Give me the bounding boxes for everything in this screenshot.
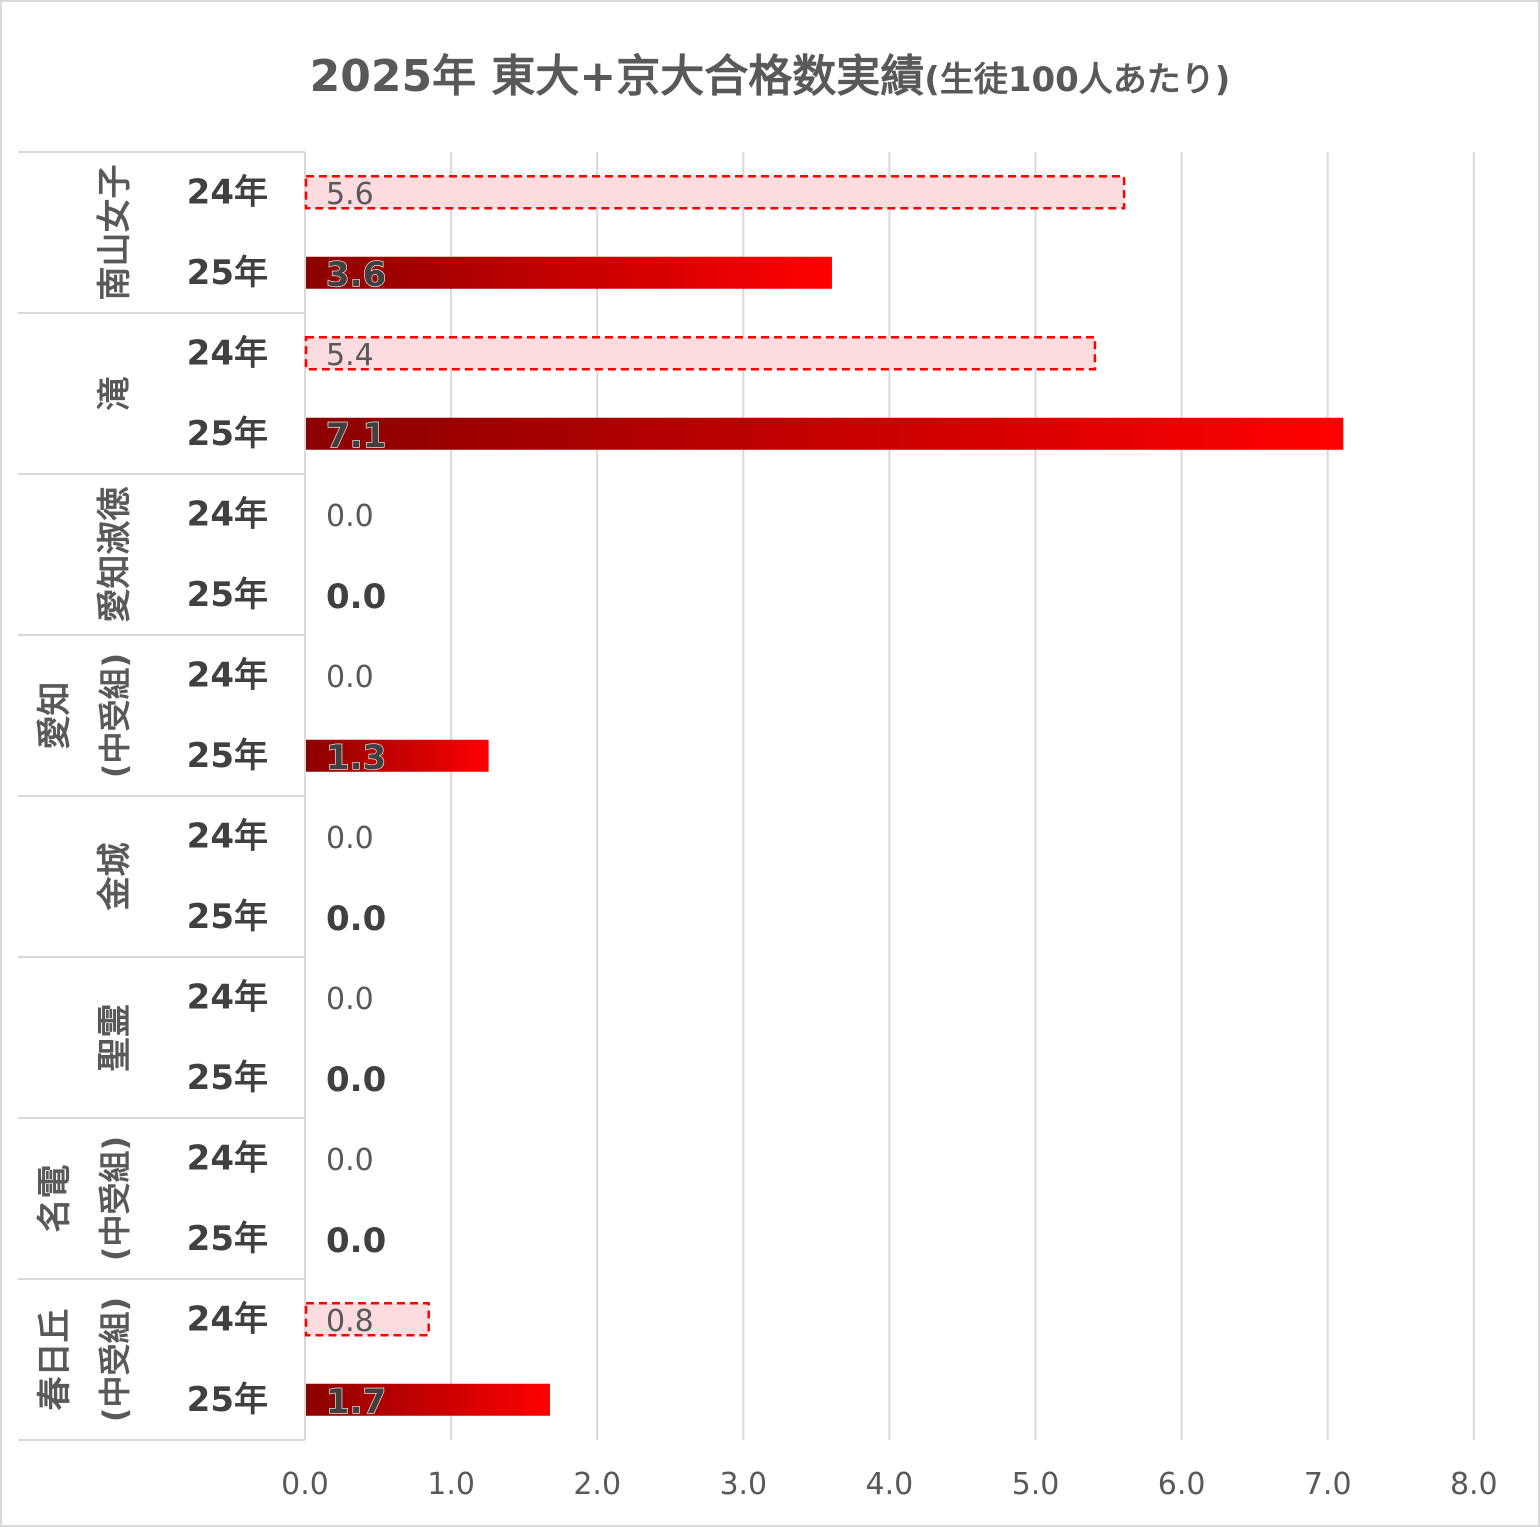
category-label: 春日丘 [35,1309,75,1411]
data-label: 0.0 [326,1143,374,1178]
row-label: 24年 [187,494,268,534]
x-tick-label: 4.0 [866,1467,914,1502]
data-label: 0.0 [326,982,374,1017]
row-label: 24年 [187,977,268,1017]
x-tick-label: 5.0 [1012,1467,1060,1502]
category-label: 聖霊 [95,1004,135,1072]
bar-2025 [306,256,832,289]
row-label: 24年 [187,1299,268,1339]
data-label: 0.0 [326,1060,386,1100]
category-label: 愛知淑徳 [95,487,135,623]
category-label: 滝 [95,377,135,411]
bar-2025 [306,1383,550,1416]
category-label: 金城 [95,843,135,912]
row-label: 25年 [187,1380,268,1420]
x-tick-label: 7.0 [1304,1467,1352,1502]
row-label: 24年 [187,816,268,856]
data-label: 5.6 [326,177,374,212]
data-label: 5.4 [326,338,374,373]
x-tick-label: 1.0 [427,1467,475,1502]
chart-title: 2025年 東大+京大合格数実績(生徒100人あたり) [0,40,1540,104]
bar-2025 [306,739,489,772]
x-tick-label: 2.0 [573,1467,621,1502]
data-label: 7.1 [326,416,386,456]
data-label: 1.7 [326,1382,386,1422]
chart-title-main: 2025年 東大+京大合格数実績 [309,51,925,102]
bar-2024 [304,336,1097,371]
row-label: 25年 [187,575,268,615]
row-label: 25年 [187,736,268,776]
bar-2024 [304,175,1126,210]
data-label: 0.0 [326,577,386,617]
row-label: 25年 [187,1219,268,1259]
row-label: 24年 [187,172,268,212]
row-label: 25年 [187,414,268,454]
category-label: (中受組) [96,653,134,778]
data-label: 0.0 [326,1221,386,1261]
bar-2025 [306,417,1344,450]
x-tick-label: 3.0 [719,1467,767,1502]
category-label: (中受組) [96,1136,134,1261]
chart-subtitle: (生徒100人あたり) [924,60,1231,100]
data-label: 0.0 [326,821,374,856]
data-label: 0.8 [326,1304,374,1339]
category-label: 名電 [35,1165,75,1233]
row-label: 25年 [187,1058,268,1098]
data-label: 1.3 [326,738,386,778]
x-tick-label: 8.0 [1450,1467,1498,1502]
row-label: 25年 [187,253,268,293]
category-label: (中受組) [96,1297,134,1422]
data-label: 0.0 [326,899,386,939]
data-label: 3.6 [326,255,386,295]
data-label: 0.0 [326,499,374,534]
x-tick-label: 0.0 [281,1467,329,1502]
bar-2024 [304,1302,430,1337]
x-tick-label: 6.0 [1158,1467,1206,1502]
category-label: 愛知 [35,682,75,750]
row-label: 24年 [187,333,268,373]
row-label: 24年 [187,655,268,695]
row-label: 25年 [187,897,268,937]
row-label: 24年 [187,1138,268,1178]
category-label: 南山女子 [95,165,135,301]
data-label: 0.0 [326,660,374,695]
